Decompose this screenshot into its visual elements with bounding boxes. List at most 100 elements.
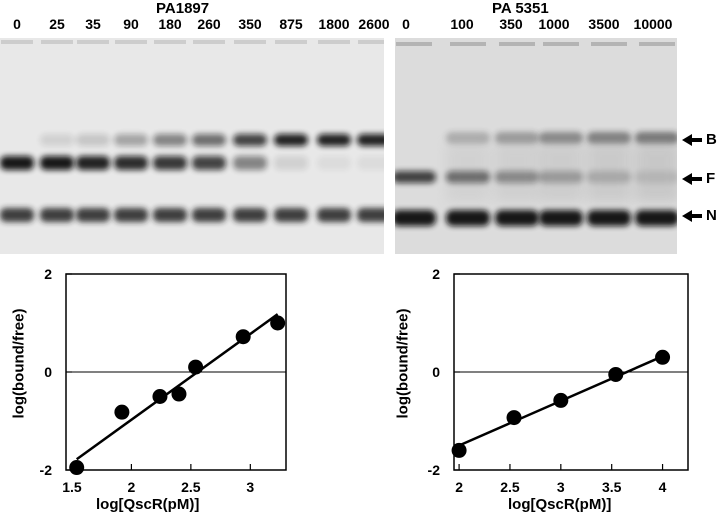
gel-band-n <box>357 208 391 222</box>
y-tick-label: 2 <box>432 266 440 282</box>
y-tick-label: 0 <box>432 364 440 380</box>
gel-left-svg <box>0 38 391 254</box>
data-point <box>553 392 569 408</box>
x-tick-label: 2.5 <box>181 479 201 495</box>
data-point <box>506 410 522 426</box>
gel-band-f <box>153 156 187 170</box>
band-label-F: F <box>706 170 716 187</box>
data-point <box>451 442 467 458</box>
gel-band-b <box>539 132 583 144</box>
gel-band-n <box>114 208 148 222</box>
gel-band-f <box>392 171 436 183</box>
gel-band-b <box>446 132 490 144</box>
band-label-N: N <box>706 207 717 224</box>
plot-right: 2 2.5 3 3.5 4 2 0 -2 <box>370 262 720 519</box>
gel-well <box>77 40 109 44</box>
gel-band-n <box>495 210 539 226</box>
y-tick-label: -2 <box>428 462 441 478</box>
gel-band-b <box>274 134 308 146</box>
gel-well <box>1 40 33 44</box>
gel-well <box>450 42 486 46</box>
gel-band-f <box>357 156 391 170</box>
left-lane-label: 2600 <box>358 16 390 32</box>
x-tick-label: 4 <box>659 479 667 495</box>
gel-band-b <box>317 134 351 146</box>
gel-band-b <box>192 134 226 146</box>
right-lane-label: 3500 <box>588 16 620 32</box>
gel-well <box>234 40 266 44</box>
gel-band-n <box>446 210 490 226</box>
gel-well <box>154 40 186 44</box>
gel-image-right <box>392 38 679 254</box>
gel-band-f <box>76 156 110 170</box>
gel-smear <box>446 142 490 202</box>
gel-band-n <box>233 208 267 222</box>
x-tick-label: 2.5 <box>500 479 520 495</box>
left-lane-label: 350 <box>238 16 262 32</box>
gel-band-b <box>233 134 267 146</box>
gel-band-b <box>40 134 74 146</box>
gel-band-b <box>357 134 391 146</box>
data-point <box>270 315 286 331</box>
gel-band-f <box>114 156 148 170</box>
gel-well <box>396 42 432 46</box>
gel-smear <box>635 142 679 202</box>
plot-right-svg: 2 2.5 3 3.5 4 2 0 -2 <box>428 266 689 495</box>
gel-band-n <box>635 210 679 226</box>
data-point <box>114 404 130 420</box>
gel-band-n <box>587 210 631 226</box>
right-lane-label: 350 <box>499 16 523 32</box>
gel-band-b <box>635 132 679 144</box>
left-lane-label: 0 <box>13 16 21 32</box>
x-tick-label: 3 <box>246 479 254 495</box>
left-lane-label: 260 <box>197 16 221 32</box>
gel-well <box>318 40 350 44</box>
right-lane-label: 1000 <box>538 16 570 32</box>
gel-smear <box>539 142 583 202</box>
data-point <box>655 349 671 365</box>
right-lane-label: 10000 <box>633 16 673 32</box>
gel-band-n <box>76 208 110 222</box>
gel-band-f <box>40 156 74 170</box>
gel-band-n <box>40 208 74 222</box>
right-panel-title: PA 5351 <box>492 0 549 17</box>
gel-band-n <box>0 208 34 222</box>
gel-band-n <box>192 208 226 222</box>
x-tick-label: 2 <box>128 479 136 495</box>
x-tick-label: 1.5 <box>62 479 82 495</box>
left-lane-label: 875 <box>279 16 303 32</box>
data-point <box>69 460 85 476</box>
gel-band-f <box>233 156 267 170</box>
plot-left: 1.5 2 2.5 3 2 0 -2 <box>0 262 360 519</box>
x-tick-label: 2 <box>455 479 463 495</box>
gel-band-f <box>274 156 308 170</box>
x-tick-label: 3.5 <box>602 479 622 495</box>
band-arrow-N <box>682 206 714 226</box>
gel-well <box>639 42 675 46</box>
left-lane-label: 25 <box>49 16 65 32</box>
gel-well <box>41 40 73 44</box>
gel-band-f <box>317 156 351 170</box>
gel-smear <box>495 142 539 202</box>
gel-band-n <box>153 208 187 222</box>
band-label-B: B <box>706 131 717 148</box>
data-point <box>171 386 187 402</box>
gel-band-b <box>76 134 110 146</box>
left-ylabel: log(bound/free) <box>10 308 28 419</box>
gel-well <box>543 42 579 46</box>
gel-band-b <box>114 134 148 146</box>
left-lane-label: 180 <box>158 16 182 32</box>
gel-right-svg <box>392 38 679 254</box>
data-point <box>188 359 204 375</box>
y-tick-label: 0 <box>44 364 52 380</box>
left-lane-label: 1800 <box>318 16 350 32</box>
gel-band-n <box>539 210 583 226</box>
plot-left-svg: 1.5 2 2.5 3 2 0 -2 <box>40 266 287 495</box>
left-lane-label: 35 <box>85 16 101 32</box>
gel-well <box>499 42 535 46</box>
left-panel-title: PA1897 <box>156 0 210 17</box>
gel-band-n <box>392 210 436 226</box>
data-point <box>152 389 168 404</box>
gel-band-n <box>317 208 351 222</box>
x-tick-label: 3 <box>557 479 565 495</box>
